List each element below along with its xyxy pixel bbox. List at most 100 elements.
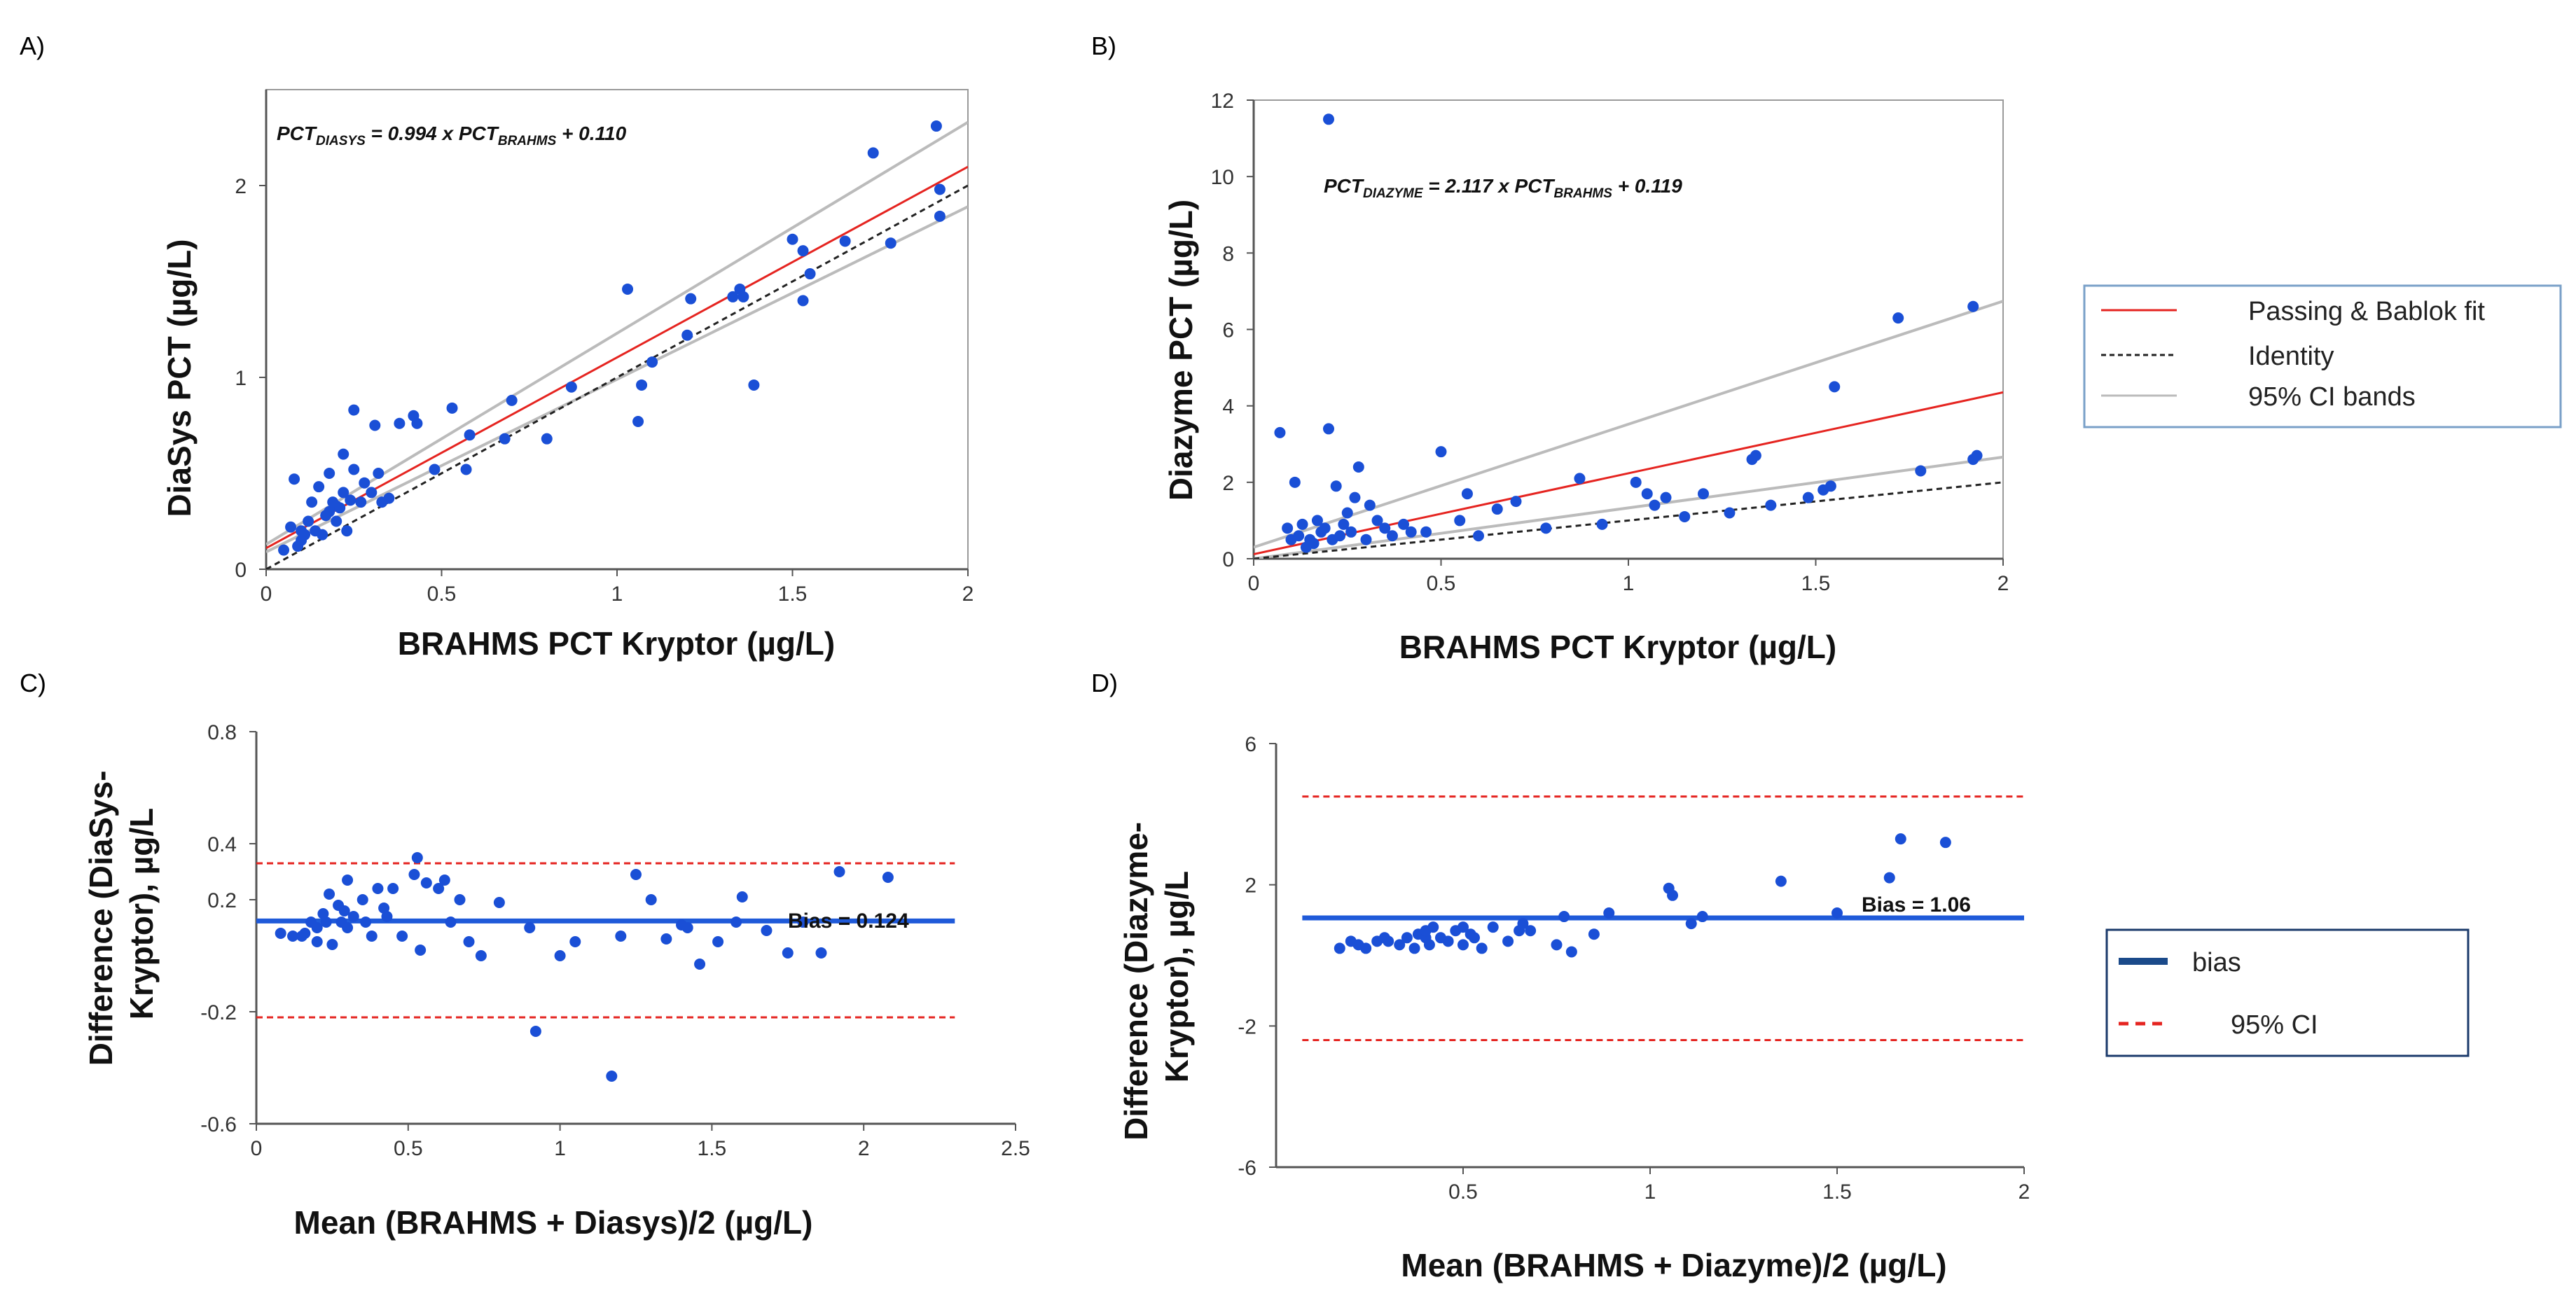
data-point-c (681, 922, 693, 933)
data-point-c (569, 936, 581, 947)
data-point-c (782, 947, 794, 959)
data-point-a (885, 237, 896, 249)
data-point-d (1883, 872, 1895, 884)
data-point-a (787, 233, 798, 245)
data-point-a (355, 496, 367, 508)
data-point-c (311, 922, 323, 933)
data-point-d (1517, 918, 1529, 930)
data-point-c (311, 936, 323, 947)
data-point-c (415, 945, 427, 956)
data-point-c (645, 894, 657, 905)
data-point-b (1698, 488, 1709, 500)
x-tick-label-a: 0.5 (427, 583, 457, 606)
data-point-b (1750, 450, 1761, 461)
data-point-c (730, 917, 742, 928)
data-point-a (506, 394, 518, 406)
legend-label-ci: 95% CI (2231, 1010, 2318, 1040)
y-tick-label-b: 4 (1222, 396, 1234, 419)
ci-band-upper-b (1254, 300, 2003, 549)
plot-a: 0 0.5 1 1.5 2 0 1 2 (235, 89, 974, 606)
data-point-c (797, 917, 809, 928)
data-point-d (1895, 833, 1906, 845)
data-point-a (348, 404, 360, 416)
y-axis-title-d-line2: Kryptor), µg/L (1158, 871, 1195, 1082)
y-tick-label-b: 12 (1211, 90, 1234, 113)
data-point-b (1679, 510, 1691, 522)
ci-band-lower-a (266, 205, 968, 554)
data-point-c (438, 875, 450, 886)
points-d (1334, 833, 1951, 958)
legend-bottom-frame (2105, 928, 2470, 1057)
y-tick-label-b: 2 (1222, 472, 1234, 495)
data-point-b (1971, 450, 1983, 461)
data-point-a (867, 147, 879, 159)
data-point-a (685, 293, 697, 305)
lines-c (256, 862, 955, 1019)
x-tick-label-d: 1 (1644, 1180, 1656, 1204)
x-tick-label-c: 2.5 (1001, 1137, 1030, 1160)
data-point-b (1379, 522, 1391, 534)
data-point-c (493, 897, 505, 908)
x-tick-label-c: 0 (251, 1137, 263, 1160)
data-point-a (930, 120, 942, 132)
data-point-a (338, 487, 349, 499)
data-point-c (433, 883, 445, 894)
data-point-b (1323, 423, 1334, 435)
data-point-c (475, 950, 487, 961)
data-point-b (1371, 515, 1383, 527)
data-point-b (1289, 476, 1301, 488)
data-point-a (334, 502, 346, 514)
data-point-c (324, 889, 335, 900)
plot-c: 0 0.5 1 1.5 2 2.5 -0.6 -0.2 0.2 0.4 0.8 (200, 721, 1030, 1160)
data-point-b (1435, 446, 1447, 458)
data-point-b (1345, 526, 1357, 538)
data-point-a (345, 494, 356, 506)
data-point-a (839, 235, 851, 247)
x-tick-label-a: 1 (611, 583, 623, 606)
x-tick-label-a: 2 (962, 583, 974, 606)
data-point-b (1802, 492, 1814, 503)
data-point-c (396, 931, 408, 942)
data-point-b (1540, 522, 1552, 534)
data-point-a (934, 210, 946, 222)
data-point-c (454, 894, 466, 905)
data-point-b (1311, 515, 1323, 527)
data-point-b (1323, 113, 1334, 125)
data-point-b (1510, 496, 1522, 508)
data-point-b (1641, 488, 1653, 500)
points-c (275, 852, 894, 1082)
plot-d: 0.5 1 1.5 2 -6 -2 2 6 (1238, 733, 2030, 1204)
legend-label-bias: bias (2192, 948, 2241, 977)
data-point-b (1341, 507, 1353, 519)
data-point-c (712, 936, 724, 947)
data-point-b (1491, 503, 1503, 515)
data-point-a (348, 464, 360, 475)
data-point-a (565, 381, 577, 393)
data-point-c (815, 947, 827, 959)
fit-line-a (266, 165, 968, 550)
data-point-c (761, 925, 773, 936)
data-point-d (1383, 935, 1394, 947)
panel-a: A) 0 0.5 1 1.5 2 0 1 2 PCTDIASYS = 0.994 x PCTB… (20, 32, 974, 662)
y-axis-title-c: Difference (DiaSys- Kryptor), µg/L (83, 762, 160, 1066)
y-tick-label-c: 0.4 (207, 833, 237, 856)
y-axis-title-c-line1: Difference (DiaSys- (83, 770, 119, 1066)
data-point-b (1308, 538, 1320, 550)
data-point-d (1551, 939, 1563, 951)
y-tick-label-d: -6 (1238, 1157, 1256, 1180)
panel-b: B) 0 0.5 1 1.5 2 0 2 4 6 8 10 12 PCTDIAZYME = 2.117… (1091, 32, 2009, 665)
data-point-b (1892, 312, 1904, 324)
equation-b: PCTDIAZYME = 2.117 x PCTBRAHMS + 0.119 (1324, 175, 1682, 201)
x-tick-label-b: 2 (1997, 572, 2009, 595)
data-point-a (446, 402, 458, 414)
data-point-a (681, 329, 693, 341)
x-axis-title-a: BRAHMS PCT Kryptor (µg/L) (398, 625, 835, 662)
y-tick-label-b: 8 (1222, 242, 1234, 265)
data-point-a (411, 417, 423, 429)
data-point-d (1442, 935, 1454, 947)
x-tick-label-c: 1.5 (698, 1137, 727, 1160)
data-point-b (1349, 492, 1361, 503)
data-point-b (1660, 492, 1672, 503)
data-point-c (342, 875, 354, 886)
data-point-a (341, 525, 353, 537)
